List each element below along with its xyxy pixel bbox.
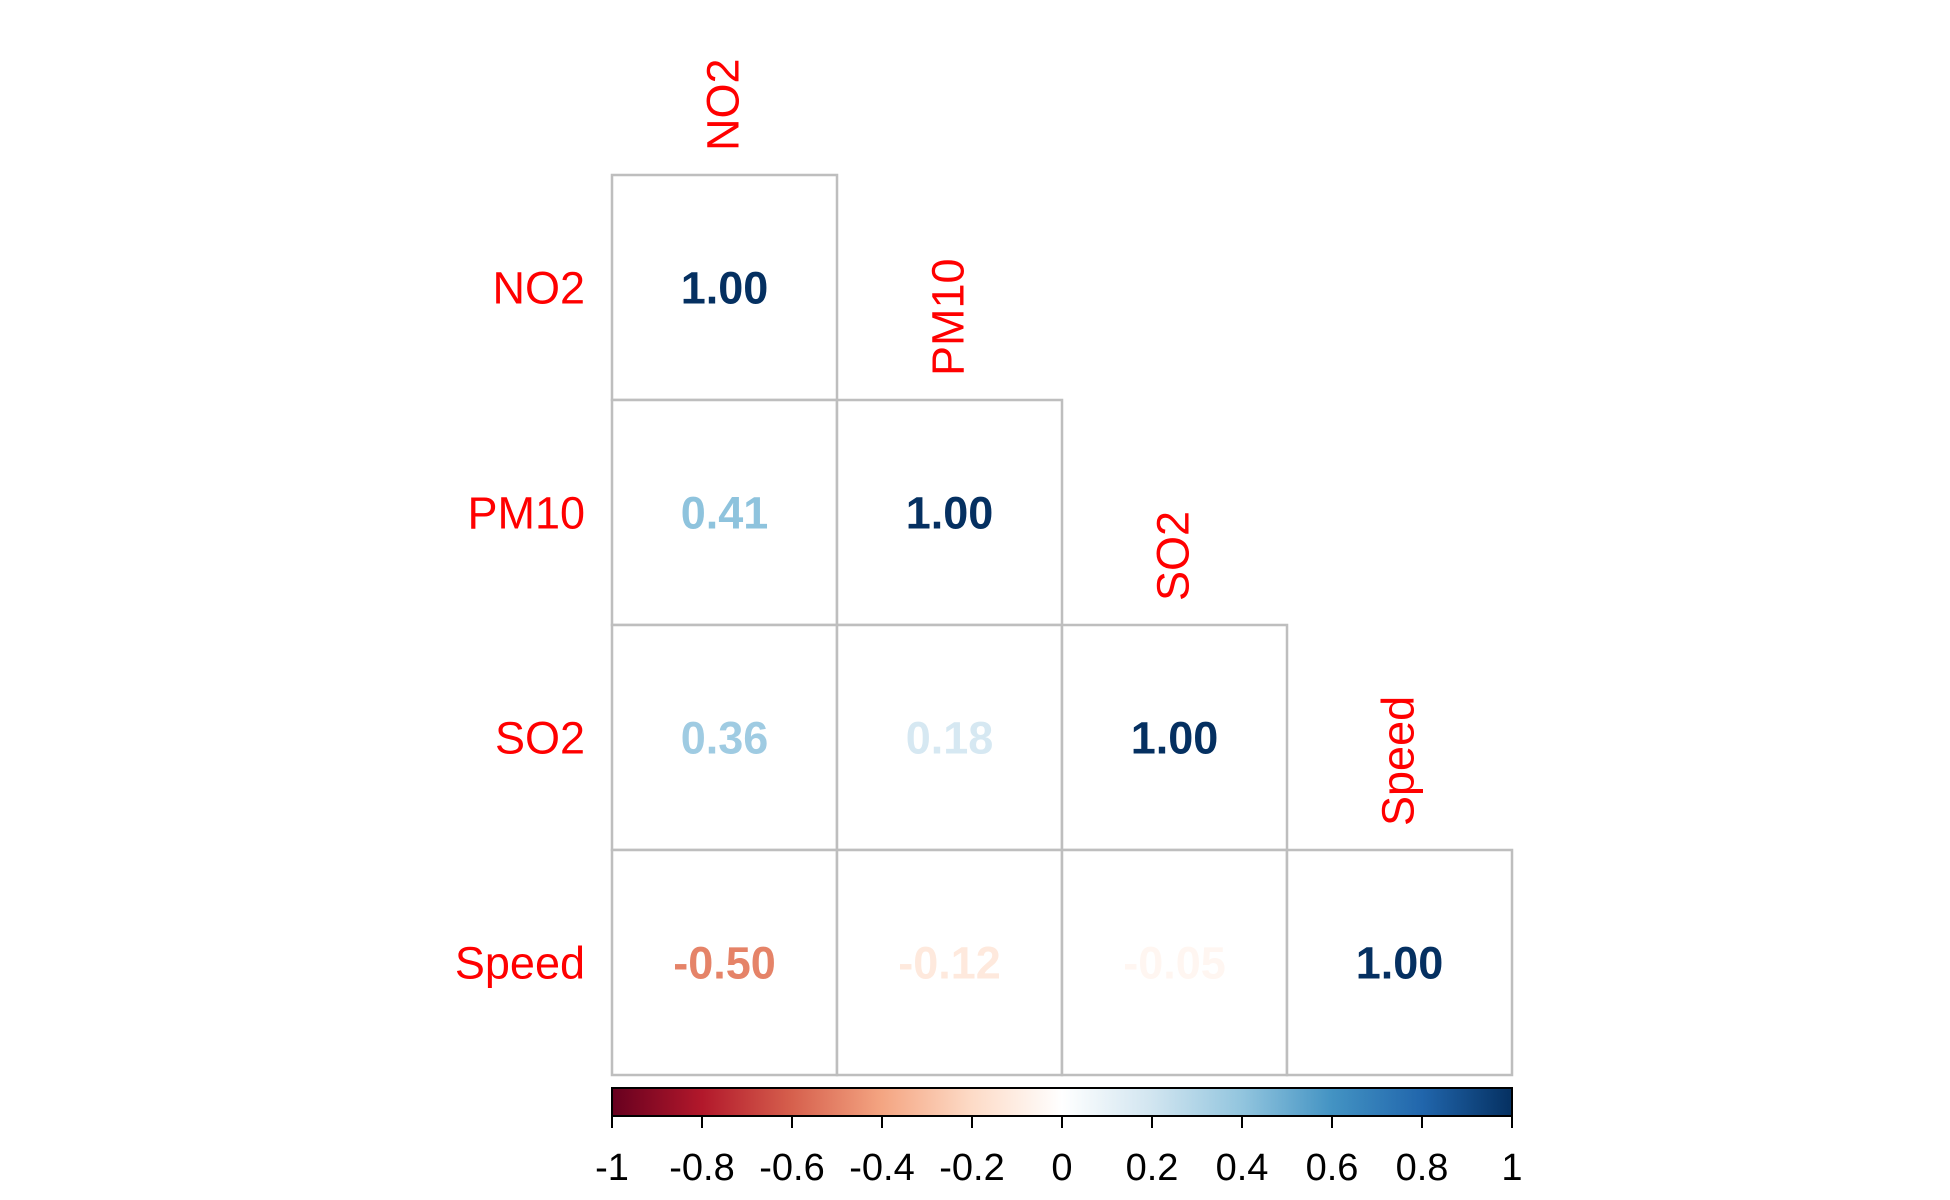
cell-so2-pm10 [835,623,1064,852]
cell-value-pm10-no2: 0.41 [681,488,769,539]
column-label-so2: SO2 [1148,511,1199,601]
cell-pm10-pm10 [835,398,1064,627]
correlation-grid [610,173,1514,1077]
colorbar-tick-label: -0.6 [759,1147,824,1189]
cell-value-so2-so2: 1.00 [1131,713,1219,764]
cell-so2-no2 [610,623,839,852]
colorbar-tick-label: 1 [1501,1147,1522,1189]
cell-value-speed-speed: 1.00 [1356,938,1444,989]
cell-value-speed-so2: -0.05 [1123,938,1226,989]
colorbar-tick-label: 0.2 [1126,1147,1179,1189]
colorbar-tick-label: 0 [1051,1147,1072,1189]
cell-value-pm10-pm10: 1.00 [906,488,994,539]
cell-value-so2-pm10: 0.18 [906,713,994,764]
cell-speed-pm10 [835,848,1064,1077]
cell-value-speed-no2: -0.50 [673,938,776,989]
colorbar-tick-label: 0.8 [1396,1147,1449,1189]
cell-value-no2-no2: 1.00 [681,263,769,314]
row-labels: NO2 PM10 SO2 Speed [455,263,585,989]
cell-so2-so2 [1060,623,1289,852]
correlation-values: 1.00 0.41 1.00 0.36 0.18 1.00 -0.50 -0.12 -0.05 1… [673,263,1443,989]
colorbar-tick-label: -0.2 [939,1147,1004,1189]
column-label-speed: Speed [1373,696,1424,826]
row-label-speed: Speed [455,938,585,989]
cell-no2-no2 [610,173,839,402]
cell-pm10-no2 [610,398,839,627]
cell-value-so2-no2: 0.36 [681,713,769,764]
row-label-no2: NO2 [492,263,585,314]
column-labels: NO2 PM10 SO2 Speed [698,58,1424,826]
column-label-no2: NO2 [698,58,749,151]
colorbar-tick-label: -0.8 [669,1147,734,1189]
column-label-pm10: PM10 [923,258,974,376]
row-label-pm10: PM10 [467,488,585,539]
cell-speed-no2 [610,848,839,1077]
colorbar-tick-label: -0.4 [849,1147,914,1189]
colorbar-tick-label: -1 [595,1147,629,1189]
cell-value-speed-pm10: -0.12 [898,938,1001,989]
colorbar-tick-label: 0.4 [1216,1147,1269,1189]
colorbar-gradient [611,1087,1513,1117]
colorbar-tick-label: 0.6 [1306,1147,1359,1189]
colorbar-ticks: -1 -0.8 -0.6 -0.4 -0.2 0 0.2 0.4 0.6 0.8 1 [595,1116,1523,1189]
row-label-so2: SO2 [495,713,585,764]
cell-speed-so2 [1060,848,1289,1077]
colorbar: -1 -0.8 -0.6 -0.4 -0.2 0 0.2 0.4 0.6 0.8 1 [595,1087,1523,1189]
cell-speed-speed [1285,848,1514,1077]
